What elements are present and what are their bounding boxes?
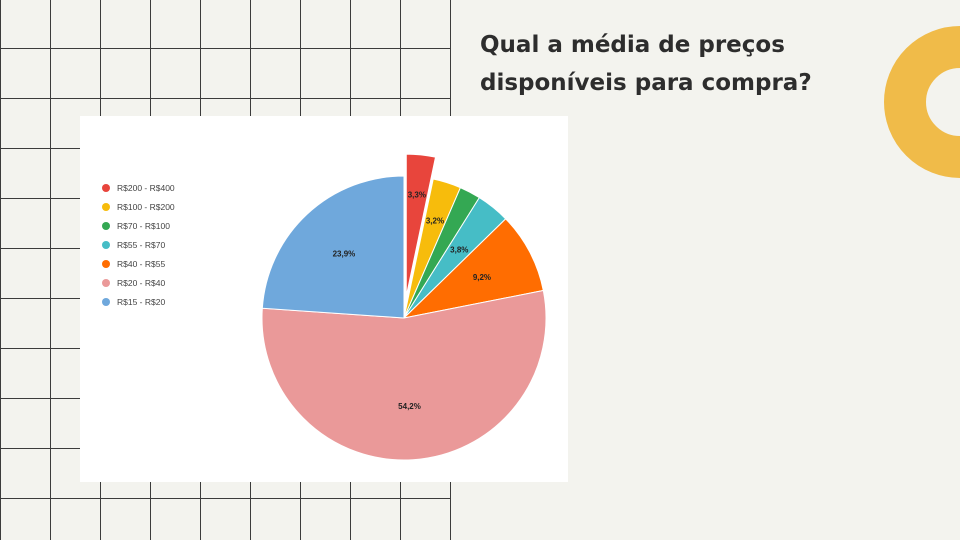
pie-slice-5 bbox=[261, 289, 547, 461]
pie-slice-label-0: 3,3% bbox=[408, 190, 426, 199]
legend-swatch-2 bbox=[102, 221, 110, 230]
legend-item-2: R$70 - R$100 bbox=[102, 216, 175, 235]
legend-item-3: R$55 - R$70 bbox=[102, 235, 175, 254]
legend-label-0: R$200 - R$400 bbox=[117, 182, 175, 193]
pie-slice-label-4: 9,2% bbox=[473, 273, 491, 282]
legend-item-0: R$200 - R$400 bbox=[102, 178, 175, 197]
slide-title: Qual a média de preços disponíveis para … bbox=[480, 32, 812, 96]
legend-label-6: R$15 - R$20 bbox=[117, 296, 166, 307]
legend-swatch-6 bbox=[102, 297, 110, 306]
pie-slice-0 bbox=[405, 153, 437, 297]
chart-legend: R$200 - R$400 R$100 - R$200 R$70 - R$100 R$… bbox=[102, 178, 175, 311]
legend-swatch-5 bbox=[102, 278, 110, 287]
legend-swatch-4 bbox=[102, 259, 110, 268]
pie-slice-label-6: 23,9% bbox=[333, 250, 356, 259]
legend-label-3: R$55 - R$70 bbox=[117, 239, 166, 250]
legend-swatch-3 bbox=[102, 240, 110, 249]
legend-label-1: R$100 - R$200 bbox=[117, 201, 175, 212]
decorative-ring bbox=[884, 26, 960, 178]
legend-swatch-1 bbox=[102, 202, 110, 211]
chart-card: R$200 - R$400 R$100 - R$200 R$70 - R$100 R$… bbox=[80, 116, 568, 482]
legend-swatch-0 bbox=[102, 183, 110, 192]
legend-item-4: R$40 - R$55 bbox=[102, 254, 175, 273]
legend-label-4: R$40 - R$55 bbox=[117, 258, 166, 269]
legend-label-2: R$70 - R$100 bbox=[117, 220, 170, 231]
legend-item-6: R$15 - R$20 bbox=[102, 292, 175, 311]
pie-slice-label-5: 54,2% bbox=[398, 402, 421, 411]
pie-slice-6 bbox=[261, 175, 405, 319]
pie-chart: 3,3% 3,2% 3,8% 9,2% 54,2% 23,9% bbox=[261, 153, 547, 461]
legend-item-1: R$100 - R$200 bbox=[102, 197, 175, 216]
pie-slice-label-3: 3,8% bbox=[450, 245, 468, 254]
pie-slice-label-1: 3,2% bbox=[426, 217, 444, 226]
legend-label-5: R$20 - R$40 bbox=[117, 277, 166, 288]
legend-item-5: R$20 - R$40 bbox=[102, 273, 175, 292]
pie-slice-4 bbox=[402, 218, 544, 319]
